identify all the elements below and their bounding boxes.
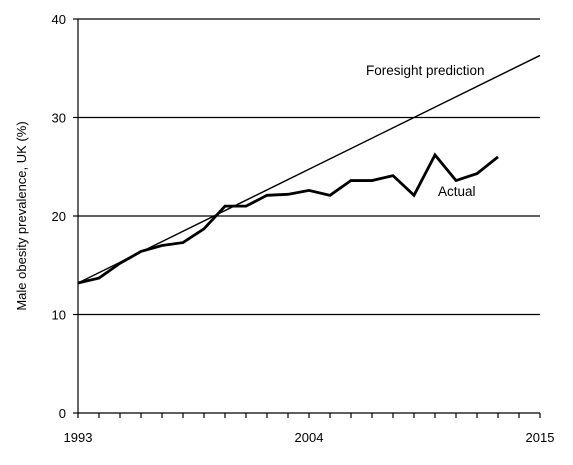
y-tick-label-20: 20 — [52, 209, 66, 224]
y-tick-label-10: 10 — [52, 308, 66, 323]
y-tick-label-30: 30 — [52, 111, 66, 126]
x-tick-label-1993: 1993 — [64, 430, 93, 445]
y-tick-label-40: 40 — [52, 12, 66, 27]
series-label-foresight-prediction: Foresight prediction — [366, 63, 485, 78]
x-tick-label-2015: 2015 — [526, 430, 555, 445]
axes — [73, 18, 541, 418]
labels: 0 10 20 30 40 1993 2004 2015 — [52, 12, 555, 445]
series — [77, 54, 541, 285]
y-tick-label-0: 0 — [59, 406, 66, 421]
x-tick-label-2004: 2004 — [295, 430, 324, 445]
gridlines — [78, 18, 540, 316]
series-line-actual — [77, 152, 499, 285]
y-axis-title: Male obesity prevalence, UK (%) — [14, 121, 29, 310]
series-line-foresight-prediction — [77, 54, 541, 284]
series-label-actual: Actual — [438, 184, 476, 199]
